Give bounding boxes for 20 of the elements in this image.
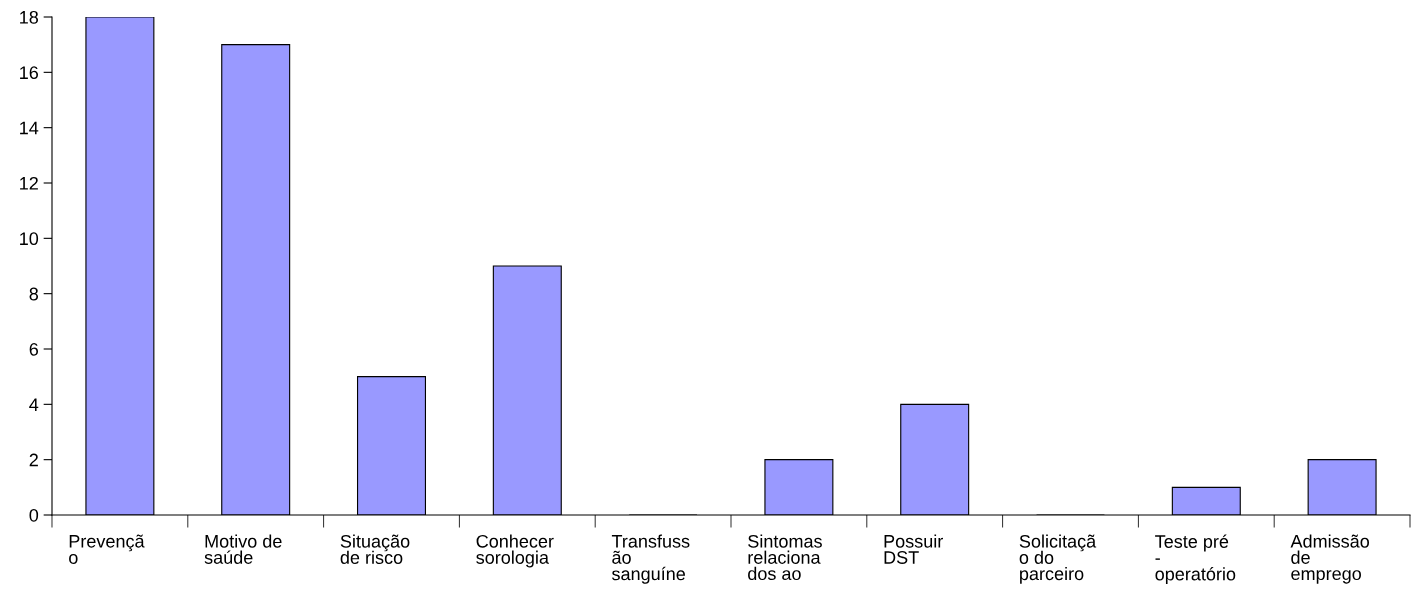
y-tick-label: 6 — [29, 342, 39, 356]
x-tick-label: Sintomas relaciona dos ao — [748, 534, 822, 581]
y-tick-label: 16 — [20, 66, 39, 80]
y-tick-label: 0 — [29, 508, 39, 522]
y-tick-label: 14 — [20, 121, 39, 135]
y-tick-label: 12 — [20, 176, 38, 190]
x-tick-label: Conhecer sorologia — [476, 534, 554, 568]
y-tick-label: 8 — [29, 287, 39, 301]
x-tick-label: Teste pré - operatório — [1155, 534, 1236, 585]
x-tick-label: Solicitaçã o do parceiro — [1019, 534, 1097, 584]
x-tick-label: Motivo de saúde — [204, 534, 282, 564]
x-tick-label: Admissão de emprego — [1290, 534, 1370, 584]
x-tick-label: Possuir DST — [884, 534, 943, 564]
x-tick-label: Situação de risco — [340, 534, 410, 564]
y-tick-label: 10 — [20, 232, 39, 246]
y-tick-label: 2 — [29, 453, 38, 467]
y-tick-label: 18 — [20, 10, 39, 24]
x-tick-label: Prevençã o — [69, 534, 145, 564]
y-tick-label: 4 — [29, 398, 39, 411]
x-tick-label: Transfuss ão sanguíne — [611, 534, 690, 584]
